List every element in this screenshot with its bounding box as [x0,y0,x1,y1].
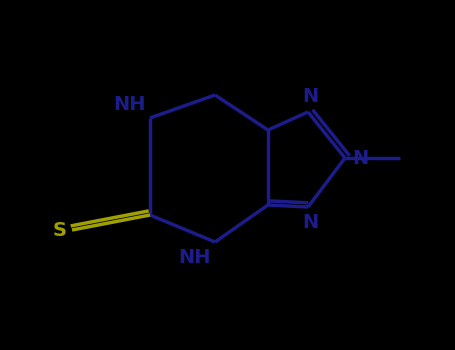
Text: N: N [352,148,368,168]
Text: N: N [302,213,318,232]
Text: S: S [52,220,66,239]
Text: NH: NH [178,248,211,267]
Text: NH: NH [113,96,146,114]
Text: N: N [302,87,318,106]
